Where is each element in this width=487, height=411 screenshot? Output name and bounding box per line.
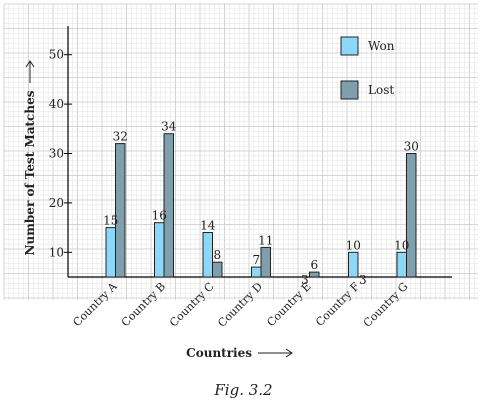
- legend: Won Lost: [340, 36, 395, 100]
- y-tick-label: 10: [49, 245, 64, 259]
- bar-won: [154, 222, 165, 278]
- bar-won: [348, 251, 359, 278]
- data-label-lost: 32: [113, 130, 128, 144]
- data-label-lost: 3: [359, 273, 367, 287]
- bar-won: [396, 251, 407, 278]
- data-label-lost: 6: [310, 258, 318, 272]
- legend-label-lost: Lost: [368, 83, 394, 97]
- data-label-won: 16: [152, 209, 167, 223]
- data-label-won: 15: [103, 214, 118, 228]
- x-axis-arrow: [258, 348, 293, 358]
- y-tick-label: 20: [49, 196, 64, 210]
- bar-lost: [406, 153, 417, 278]
- data-label-won: 10: [346, 238, 361, 252]
- data-label-won: 14: [200, 219, 216, 233]
- x-axis-title-group: Countries: [186, 346, 293, 360]
- bar-lost: [212, 261, 223, 278]
- legend-swatch-won: [340, 36, 359, 56]
- bar-lost: [260, 246, 271, 278]
- y-tick-label: 30: [49, 147, 64, 161]
- y-ticks: 10 20 30 40 50: [49, 48, 72, 259]
- y-axis-title: Number of Test Matches: [23, 90, 37, 255]
- bar-lost: [309, 271, 320, 278]
- legend-swatch-lost: [340, 80, 359, 100]
- category-label: Country A: [70, 279, 120, 329]
- x-axis-title: Countries: [186, 346, 252, 360]
- category-label: Country G: [361, 280, 411, 330]
- category-label: Country D: [215, 280, 265, 330]
- bar-won: [105, 227, 116, 278]
- legend-label-won: Won: [368, 39, 395, 53]
- data-label-lost: 8: [213, 248, 221, 262]
- bar-lost: [163, 133, 174, 278]
- bar-won: [202, 232, 213, 278]
- data-label-lost: 11: [258, 233, 273, 247]
- bar-won: [251, 266, 262, 278]
- y-axis-title-group: Number of Test Matches: [23, 60, 37, 255]
- data-label-won: 3: [301, 273, 309, 287]
- data-label-won: 10: [394, 238, 409, 252]
- bar-lost: [115, 143, 126, 278]
- category-label: Country E: [264, 280, 313, 329]
- category-label: Country C: [167, 280, 217, 330]
- data-label-lost: 30: [404, 140, 419, 154]
- y-tick-label: 40: [49, 97, 64, 111]
- y-tick-label: 50: [49, 48, 64, 62]
- category-label: Country F: [313, 280, 362, 329]
- data-label-lost: 34: [161, 120, 177, 134]
- y-axis-arrow: [25, 60, 35, 83]
- data-label-won: 7: [252, 253, 260, 267]
- bars: [105, 133, 417, 278]
- figure-caption: Fig. 3.2: [214, 381, 273, 399]
